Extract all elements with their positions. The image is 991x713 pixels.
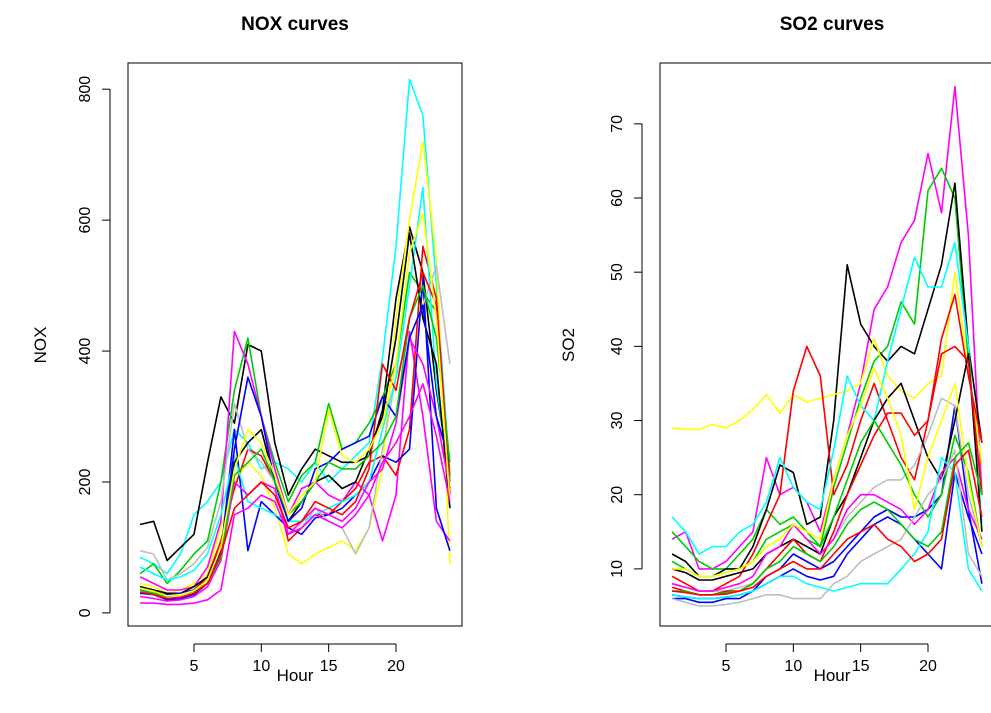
so2-y-tick-label: 10 <box>609 560 626 578</box>
so2-y-axis: 10 20 30 40 50 60 70 <box>609 115 643 578</box>
so2-y-tick-label: 70 <box>609 115 626 133</box>
so2-series-line-4 <box>672 271 983 466</box>
so2-y-tick-label: 60 <box>609 189 626 207</box>
so2-x-axis: 5 10 15 20 <box>722 643 937 675</box>
so2-panel: SO2 curves Hour SO2 5 10 15 20 10 20 30 40 50 60… <box>559 14 991 685</box>
nox-chart-title: NOX curves <box>241 14 349 35</box>
so2-series-line-16 <box>672 367 983 578</box>
nox-series-line-15 <box>139 212 451 597</box>
nox-y-tick-label: 400 <box>77 338 94 365</box>
nox-series-line-1 <box>139 78 451 575</box>
nox-y-axis: 0 200 400 600 800 <box>77 76 111 617</box>
nox-series-line-10 <box>139 232 451 595</box>
nox-x-tick-label: 5 <box>190 658 199 675</box>
nox-x-axis: 5 10 15 20 <box>190 643 405 675</box>
nox-series-line-16 <box>140 382 451 606</box>
so2-y-tick-label: 30 <box>609 412 626 430</box>
so2-plot-frame <box>659 62 991 627</box>
so2-series-line-3 <box>671 182 983 578</box>
so2-x-tick-label: 5 <box>722 658 731 675</box>
so2-series-line-9 <box>671 352 983 581</box>
so2-x-tick-label: 20 <box>919 658 937 675</box>
nox-y-axis-label: NOX <box>31 327 50 364</box>
nox-x-tick-label: 10 <box>252 658 270 675</box>
so2-series-line-17 <box>672 441 983 596</box>
nox-series-line-2 <box>139 225 451 562</box>
so2-series-line-14 <box>671 456 983 600</box>
so2-x-axis-label: Hour <box>814 666 851 685</box>
nox-plot-frame <box>127 62 463 627</box>
nox-x-axis-label: Hour <box>277 666 314 685</box>
so2-series-line-12 <box>671 456 983 592</box>
nox-x-tick-label: 15 <box>320 658 338 675</box>
nox-series-line-3 <box>139 140 451 595</box>
so2-y-tick-label: 50 <box>609 263 626 281</box>
so2-series-group <box>671 85 983 607</box>
nox-series-line-11 <box>139 337 451 602</box>
nox-series-line-14 <box>139 271 451 600</box>
so2-series-line-18 <box>672 449 983 596</box>
so2-x-tick-label: 10 <box>784 658 802 675</box>
so2-series-line-7 <box>672 404 983 604</box>
nox-y-tick-label: 800 <box>77 76 94 103</box>
nox-series-group <box>139 78 451 606</box>
so2-series-line-6 <box>671 241 983 555</box>
nox-panel: NOX curves Hour NOX 5 10 15 20 0 200 400 600 80… <box>31 14 463 685</box>
so2-series-line-1 <box>671 85 983 570</box>
so2-series-line-2 <box>671 167 983 570</box>
so2-x-tick-label: 15 <box>852 658 870 675</box>
so2-chart-title: SO2 curves <box>780 14 885 35</box>
so2-y-tick-label: 40 <box>609 337 626 355</box>
nox-x-tick-label: 20 <box>387 658 405 675</box>
so2-series-line-15 <box>671 449 983 607</box>
nox-series-line-9 <box>139 186 451 582</box>
nox-y-tick-label: 0 <box>77 608 94 617</box>
nox-y-tick-label: 200 <box>77 469 94 496</box>
nox-y-tick-label: 600 <box>77 207 94 234</box>
so2-y-axis-label: SO2 <box>559 328 578 362</box>
so2-y-tick-label: 20 <box>609 486 626 504</box>
